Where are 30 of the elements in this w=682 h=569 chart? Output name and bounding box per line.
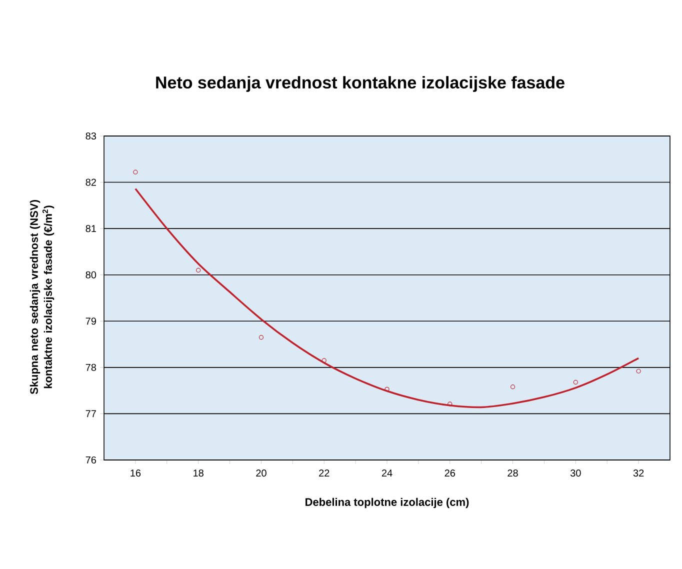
x-tick-label: 22: [319, 470, 330, 476]
x-axis-title: Debelina toplotne izolacije (cm): [306, 498, 469, 508]
chart-title: Neto sedanja vrednost kontakne izolacijske fasade: [156, 76, 564, 92]
point: [258, 335, 264, 340]
line-series: [134, 188, 640, 408]
y-axis-title: Skupna neto sedanja vrednost (NSV) kontaktne izolacijske fasade (€/m$^{2}$): [30, 200, 54, 394]
y-tick-label: 78: [86, 364, 96, 371]
y-tick-label: 81: [86, 225, 96, 232]
x-tick-label: 26: [444, 470, 456, 477]
x-tick-label: 30: [570, 470, 581, 477]
y-tick-label: 76: [86, 456, 96, 464]
point: [573, 380, 578, 385]
x-tick-label: 20: [256, 470, 266, 477]
point: [448, 402, 452, 406]
x-tick-label: 18: [194, 470, 204, 477]
point: [636, 368, 641, 374]
x-tick-label: 24: [382, 470, 392, 476]
point: [384, 386, 390, 392]
point: [322, 358, 326, 363]
x-tick-label: 16: [130, 470, 141, 477]
point: [196, 268, 201, 273]
x-tick-label: 28: [508, 470, 518, 477]
y-tick-label: 80: [86, 271, 96, 278]
y-tick-label: 79: [86, 318, 96, 325]
y-tick-label: 83: [86, 132, 96, 140]
x-tick-label: 32: [633, 470, 644, 477]
y-tick-label: 82: [86, 178, 96, 186]
y-tick-label: 77: [86, 410, 96, 418]
point: [510, 384, 516, 390]
point: [133, 170, 138, 174]
